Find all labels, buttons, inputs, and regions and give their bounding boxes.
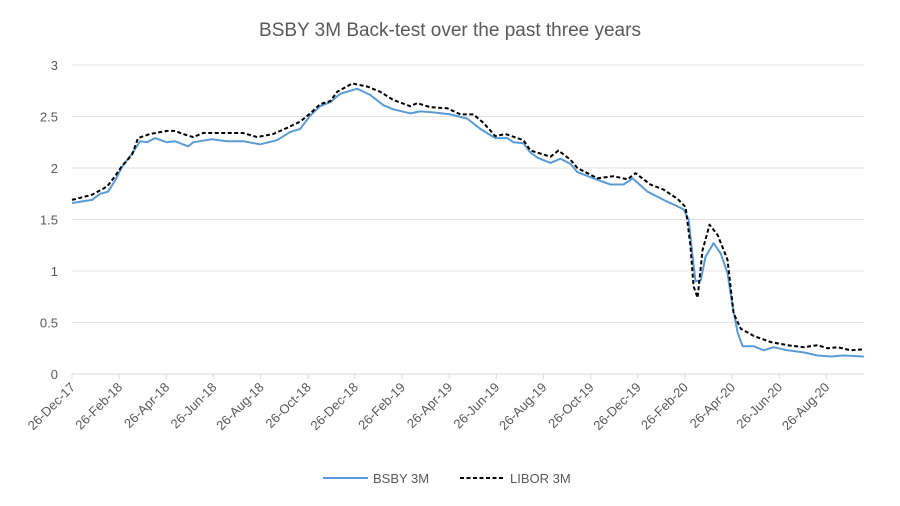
x-tick-label: 26-Dec-17 (25, 380, 79, 434)
x-tick-label: 26-Apr-18 (121, 380, 172, 431)
y-tick-label: 2.5 (40, 110, 58, 125)
y-tick-label: 2 (51, 161, 58, 176)
series-line-libor-3m (71, 82, 864, 352)
chart-title: BSBY 3M Back-test over the past three ye… (259, 20, 641, 41)
x-tick-label: 26-Oct-19 (545, 380, 596, 431)
x-tick-label: 26-Apr-20 (687, 380, 738, 431)
y-tick-label: 3 (51, 58, 58, 73)
y-tick-label: 1 (51, 264, 58, 279)
x-tick-label: 26-Feb-19 (355, 380, 408, 433)
x-tick-label: 26-Apr-19 (404, 380, 455, 431)
x-tick-label: 26-Dec-18 (307, 380, 361, 434)
legend-label: BSBY 3M (373, 471, 429, 486)
y-tick-label: 1.5 (40, 213, 58, 228)
x-tick-label: 26-Dec-19 (590, 380, 644, 434)
series-line-bsby-3m (71, 87, 864, 358)
x-tick-label: 26-Aug-18 (213, 380, 267, 434)
y-tick-label: 0 (51, 367, 58, 382)
series-lines (71, 82, 864, 358)
x-axis: 26-Dec-1726-Feb-1826-Apr-1826-Jun-1826-A… (25, 374, 833, 434)
x-tick-label: 26-Aug-19 (496, 380, 550, 434)
y-tick-label: 0.5 (40, 316, 58, 331)
x-tick-label: 26-Oct-18 (262, 380, 313, 431)
legend-label: LIBOR 3M (510, 471, 571, 486)
x-tick-label: 26-Feb-20 (638, 380, 691, 433)
x-tick-label: 26-Jun-19 (450, 380, 502, 432)
x-tick-label: 26-Aug-20 (779, 380, 833, 434)
legend: BSBY 3M LIBOR 3M (323, 471, 571, 486)
gridlines (72, 64, 864, 375)
y-axis: 0 0.5 1 1.5 2 2.5 3 (40, 58, 58, 382)
x-tick-label: 26-Jun-18 (168, 380, 220, 432)
x-tick-label: 26-Jun-20 (733, 380, 785, 432)
x-tick-label: 26-Feb-18 (72, 380, 125, 433)
